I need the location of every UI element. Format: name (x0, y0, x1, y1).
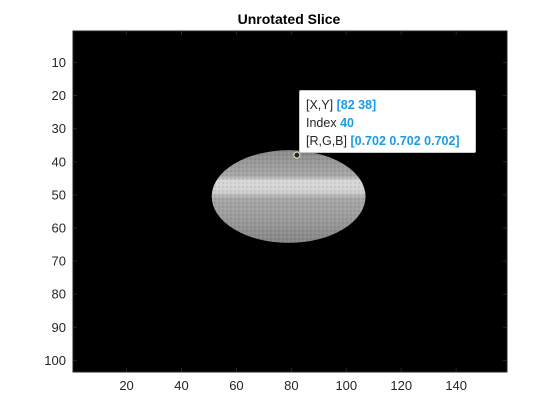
x-tick-label: 40 (174, 378, 188, 393)
datatip-marker (293, 151, 301, 159)
datatip-xy-row: [X,Y] [82 38] (306, 96, 475, 114)
datatip-index-value: 40 (340, 116, 354, 130)
datatip-xy-label: [X,Y] (306, 98, 334, 112)
y-tick-label: 70 (52, 254, 66, 269)
x-tick-label: 140 (445, 378, 467, 393)
y-tick-label: 90 (52, 320, 66, 335)
datatip-xy-value: [82 38] (336, 98, 377, 112)
datatip-rgb-label: [R,G,B] (306, 134, 347, 148)
axes-box (72, 30, 508, 373)
y-tick-label: 10 (52, 55, 66, 70)
y-tick-label: 50 (52, 187, 66, 202)
datatip-index-row: Index 40 (306, 114, 475, 132)
datatip-index-label: Index (306, 116, 337, 130)
x-tick-label: 100 (335, 378, 357, 393)
x-tick-label: 60 (229, 378, 243, 393)
datatip[interactable]: [X,Y] [82 38] Index 40 [R,G,B] [0.702 0.… (299, 90, 476, 153)
x-tick-label: 120 (390, 378, 412, 393)
axes[interactable]: 20 40 60 80 100 120 140 10 20 30 40 50 60 70 80 90 100 (44, 30, 508, 393)
y-tick-label: 20 (52, 88, 66, 103)
datatip-rgb-value: [0.702 0.702 0.702] (350, 134, 460, 148)
y-tick-label: 60 (52, 220, 66, 235)
y-tick-label: 100 (44, 353, 66, 368)
ellipse-texture (211, 150, 366, 243)
x-tick-label: 80 (284, 378, 298, 393)
y-tick-label: 30 (52, 121, 66, 136)
y-tick-label: 40 (52, 154, 66, 169)
y-tick-label: 80 (52, 287, 66, 302)
datatip-rgb-row: [R,G,B] [0.702 0.702 0.702] (306, 132, 475, 150)
plot-title: Unrotated Slice (238, 11, 341, 27)
x-tick-label: 20 (119, 378, 133, 393)
